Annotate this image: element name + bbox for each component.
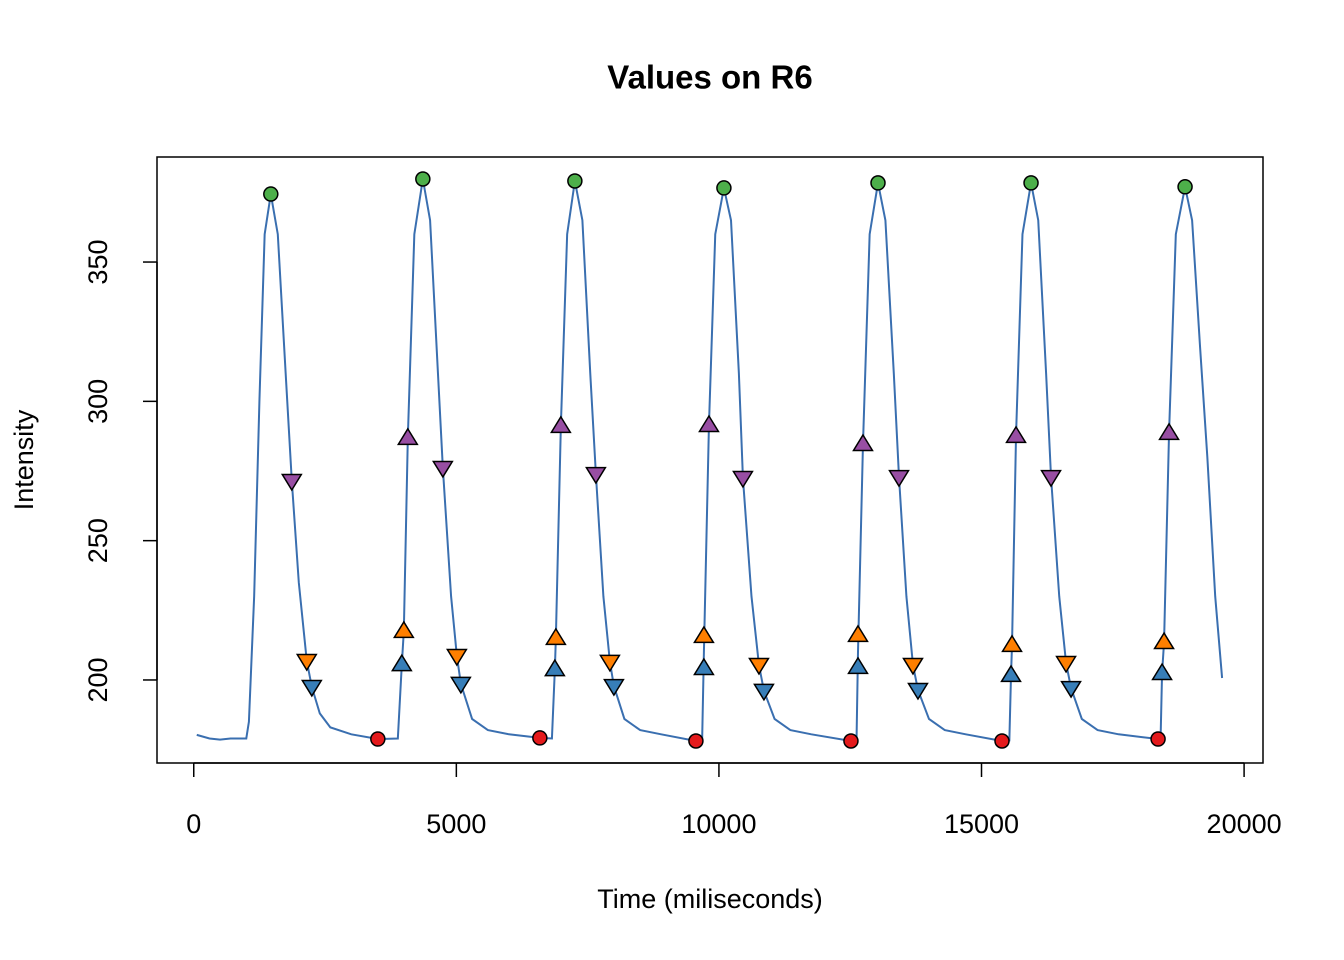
point-marker bbox=[599, 654, 621, 673]
x-tick-label: 0 bbox=[186, 809, 201, 839]
point-marker bbox=[843, 733, 859, 749]
point-marker bbox=[748, 657, 770, 676]
y-tick-label: 250 bbox=[83, 518, 113, 563]
point-marker bbox=[994, 733, 1010, 749]
point-marker bbox=[603, 678, 625, 697]
point-marker bbox=[295, 653, 318, 672]
point-marker bbox=[1153, 631, 1175, 650]
point-marker bbox=[390, 653, 413, 672]
point-marker bbox=[1150, 731, 1166, 747]
point-marker bbox=[370, 731, 386, 747]
point-marker bbox=[396, 427, 419, 446]
point-marker bbox=[693, 625, 715, 644]
point-marker bbox=[446, 648, 468, 667]
y-tick-label: 300 bbox=[83, 379, 113, 424]
point-marker bbox=[852, 433, 874, 452]
point-marker bbox=[1151, 662, 1173, 681]
point-marker bbox=[1158, 422, 1180, 441]
point-marker bbox=[902, 657, 924, 676]
point-marker bbox=[392, 620, 415, 639]
point-marker bbox=[1055, 655, 1077, 674]
point-marker bbox=[847, 624, 869, 643]
point-marker bbox=[545, 627, 567, 646]
point-marker bbox=[1177, 179, 1193, 195]
point-marker bbox=[693, 657, 715, 676]
point-marker bbox=[300, 679, 323, 698]
point-marker bbox=[870, 175, 886, 191]
point-marker bbox=[450, 676, 472, 695]
x-tick-label: 10000 bbox=[681, 809, 756, 839]
point-marker bbox=[732, 470, 754, 489]
y-tick-label: 200 bbox=[83, 657, 113, 702]
point-marker bbox=[753, 683, 775, 702]
point-marker bbox=[532, 730, 548, 746]
point-marker bbox=[280, 473, 303, 492]
x-tick-label: 15000 bbox=[944, 809, 1019, 839]
point-marker bbox=[1000, 664, 1022, 683]
point-marker bbox=[263, 186, 279, 202]
x-axis-label: Time (miliseconds) bbox=[597, 884, 823, 914]
point-marker bbox=[550, 415, 572, 434]
point-marker bbox=[688, 733, 704, 749]
point-marker bbox=[567, 173, 583, 189]
point-marker bbox=[1005, 425, 1027, 444]
point-marker bbox=[1040, 469, 1062, 488]
point-marker bbox=[432, 460, 454, 479]
y-tick-label: 350 bbox=[83, 240, 113, 285]
x-tick-label: 5000 bbox=[426, 809, 486, 839]
y-axis-label: Intensity bbox=[9, 409, 39, 510]
point-marker bbox=[907, 682, 929, 701]
point-marker bbox=[1001, 634, 1023, 653]
point-marker bbox=[888, 469, 910, 488]
point-marker bbox=[415, 171, 431, 187]
point-marker bbox=[1023, 175, 1039, 191]
point-marker bbox=[585, 466, 607, 485]
point-marker bbox=[544, 658, 566, 677]
chart-title: Values on R6 bbox=[607, 59, 812, 96]
point-marker bbox=[698, 414, 720, 433]
point-marker bbox=[847, 656, 869, 675]
point-marker bbox=[716, 180, 732, 196]
x-tick-label: 20000 bbox=[1207, 809, 1282, 839]
point-marker bbox=[1060, 680, 1082, 699]
